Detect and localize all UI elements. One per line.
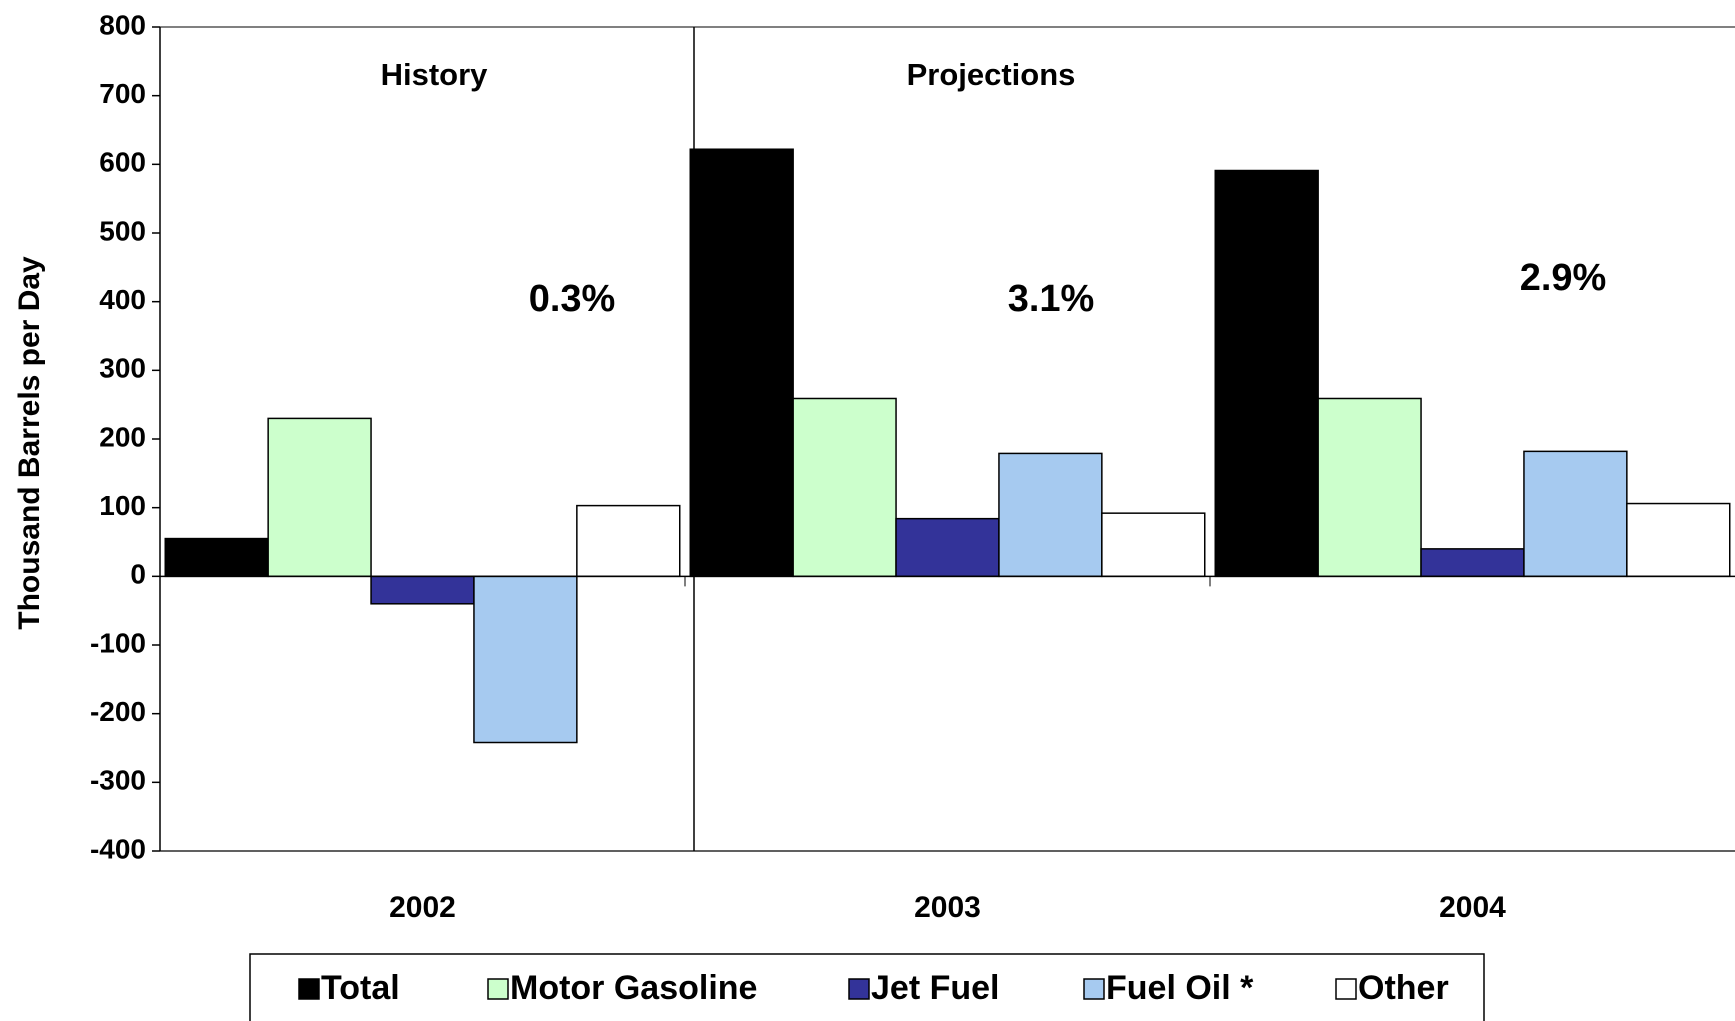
y-tick-label: -300: [90, 765, 146, 796]
x-tick-label: 2002: [389, 891, 456, 924]
y-tick-label: 400: [99, 284, 146, 315]
bar: [164, 537, 269, 578]
y-tick-label: 700: [99, 78, 146, 109]
y-tick-label: -200: [90, 696, 146, 727]
y-tick-label: 200: [99, 421, 146, 452]
y-tick-label: -100: [90, 627, 146, 658]
y-axis-label: Thousand Barrels per Day: [13, 256, 46, 630]
bar: [1420, 548, 1525, 578]
bar: [1101, 512, 1206, 578]
bar: [1626, 502, 1731, 578]
legend-swatch: [298, 978, 320, 1000]
bar: [267, 417, 372, 578]
y-tick-label: -400: [90, 833, 146, 864]
y-tick-label: 600: [99, 147, 146, 178]
y-tick-label: 500: [99, 215, 146, 246]
bar: [998, 452, 1103, 578]
annotation: History: [381, 57, 489, 92]
legend-label: Total: [321, 969, 400, 1007]
legend-label: Jet Fuel: [871, 969, 999, 1007]
bar: [689, 148, 794, 578]
annotation: 3.1%: [1008, 278, 1095, 320]
legend-label: Fuel Oil *: [1106, 969, 1254, 1007]
legend-label: Other: [1358, 969, 1449, 1007]
bar: [576, 504, 681, 578]
bar: [473, 575, 578, 744]
bar: [895, 517, 1000, 578]
bar: [1317, 397, 1422, 578]
bar: [1523, 450, 1628, 578]
x-tick-label: 2003: [914, 891, 981, 924]
bar: [1214, 169, 1319, 578]
legend-swatch: [487, 978, 509, 1000]
legend-swatch: [1083, 978, 1105, 1000]
legend-swatch: [848, 978, 870, 1000]
y-tick-label: 100: [99, 490, 146, 521]
legend-label: Motor Gasoline: [510, 969, 757, 1007]
legend-swatch: [1335, 978, 1357, 1000]
annotation: 0.3%: [529, 278, 616, 320]
y-tick-label: 300: [99, 353, 146, 384]
annotation: Projections: [907, 57, 1076, 92]
annotation: 2.9%: [1520, 257, 1607, 299]
y-tick-label: 800: [99, 9, 146, 40]
bar: [370, 575, 475, 605]
y-tick-label: 0: [130, 559, 146, 590]
x-tick-label: 2004: [1439, 891, 1506, 924]
bar: [792, 397, 897, 578]
